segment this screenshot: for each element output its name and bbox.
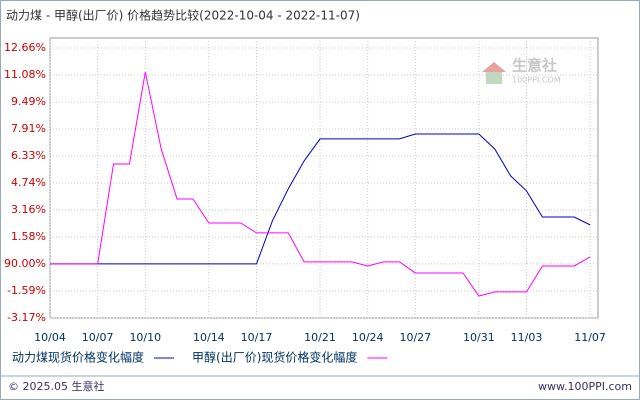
y-tick-label: -3.17% — [7, 311, 46, 324]
x-tick-label: 10/10 — [129, 331, 161, 344]
y-tick-label: -1.59% — [7, 284, 46, 297]
logo-house — [486, 72, 502, 84]
plot-area — [49, 37, 599, 319]
y-tick-label: 1.58% — [11, 230, 46, 243]
y-tick-label: 6.33% — [11, 149, 46, 162]
logo-roof — [482, 62, 506, 72]
x-tick-label: 10/17 — [241, 331, 273, 344]
y-tick-label: 9.49% — [11, 95, 46, 108]
x-tick-label: 10/04 — [34, 331, 66, 344]
series-line — [50, 133, 591, 265]
x-tick-label: 10/21 — [304, 331, 336, 344]
x-tick-label: 10/14 — [193, 331, 225, 344]
watermark-name: 生意社 — [512, 57, 557, 75]
footer-right: www.100PPI.com — [538, 380, 632, 393]
y-tick-label: 12.66% — [4, 41, 46, 54]
x-tick-label: 11/07 — [574, 331, 606, 344]
footer-left: © 2025.05 生意社 — [8, 379, 104, 393]
legend-label: 动力煤现货价格变化幅度 — [12, 350, 144, 365]
series-line — [50, 71, 591, 297]
x-tick-label: 10/07 — [82, 331, 114, 344]
chart-title: 动力煤 - 甲醇(出厂价) 价格趋势比较(2022-10-04 - 2022-1… — [6, 8, 360, 23]
y-tick-label: 4.74% — [11, 176, 46, 189]
x-tick-label: 10/27 — [399, 331, 431, 344]
y-tick-label: 3.16% — [11, 203, 46, 216]
legend-label: 甲醇(出厂价)现货价格变化幅度 — [192, 350, 357, 365]
y-tick-label: 11.08% — [4, 68, 46, 81]
watermark: 生意社 100PPI.COM — [482, 57, 561, 85]
watermark-site: 100PPI.COM — [512, 76, 561, 85]
x-tick-label: 10/31 — [463, 331, 495, 344]
x-tick-label: 10/24 — [352, 331, 384, 344]
y-tick-label: 7.91% — [11, 122, 46, 135]
y-tick-label: 90.00% — [4, 257, 46, 270]
x-tick-label: 11/03 — [511, 331, 543, 344]
